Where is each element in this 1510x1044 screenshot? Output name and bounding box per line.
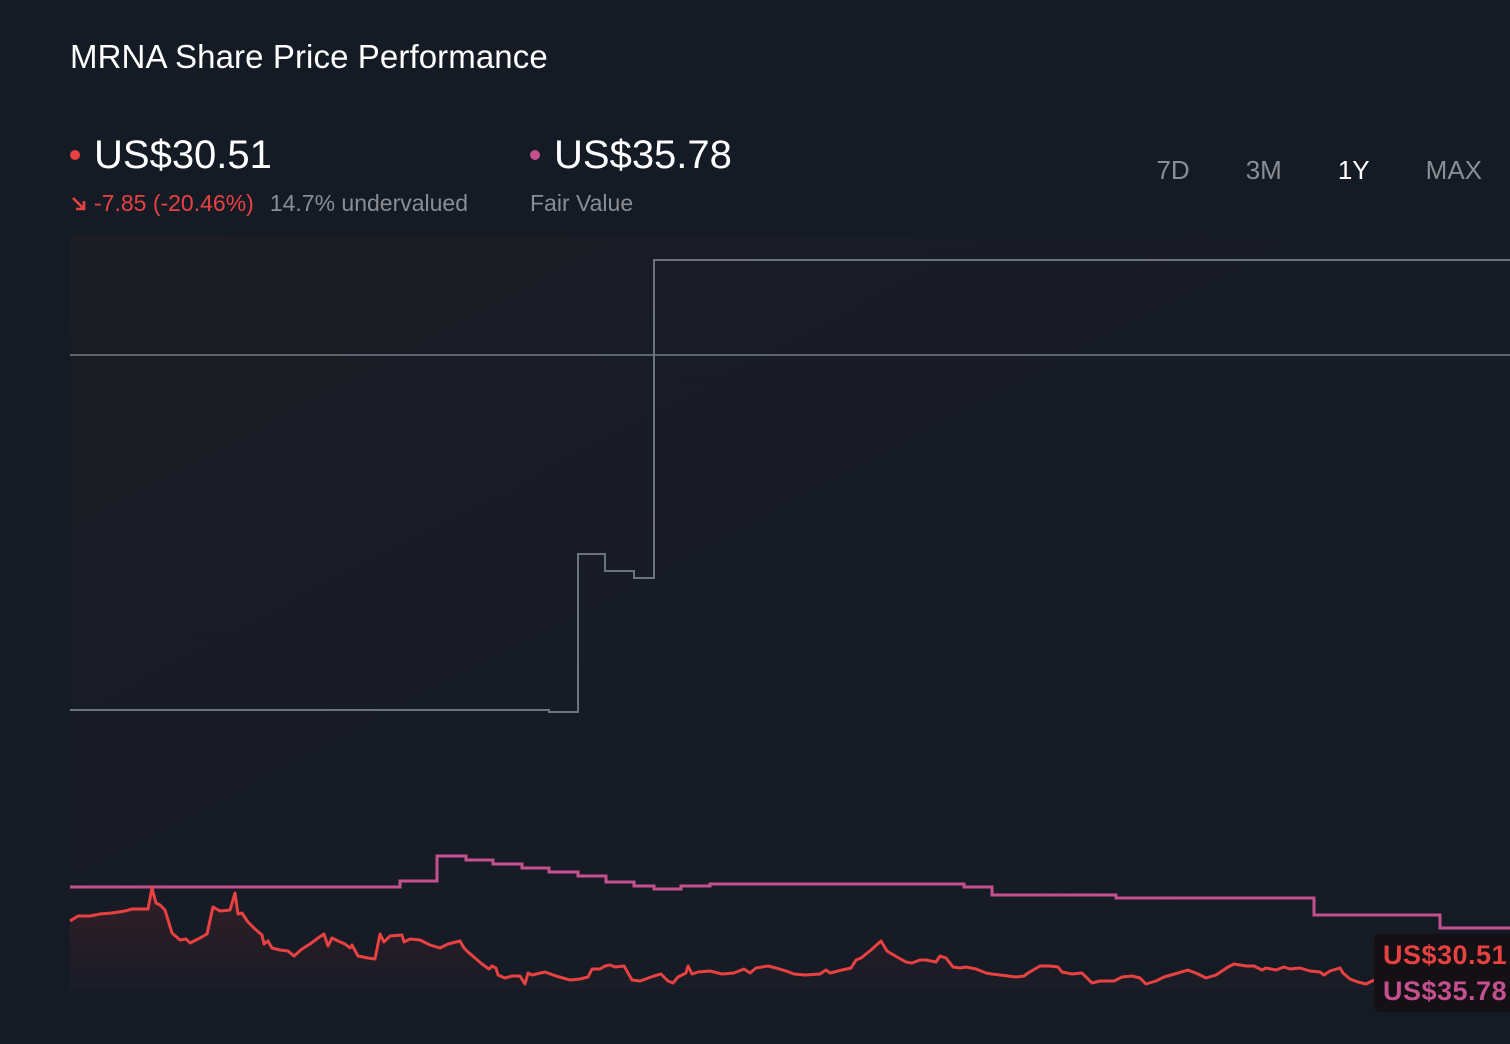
tab-7d[interactable]: 7D xyxy=(1156,155,1190,185)
price-area xyxy=(70,888,1374,990)
chart-plot-area xyxy=(70,235,1510,990)
analyst-target-line xyxy=(70,259,1510,713)
fair-value-legend-dot xyxy=(530,150,540,160)
share-price-line xyxy=(69,886,1375,986)
fair-value-label: Fair Value xyxy=(530,190,634,216)
fair-value-line xyxy=(70,854,1510,930)
price-summary: US$30.51 -7.85 (-20.46%) 14.7% undervalu… xyxy=(70,130,468,217)
price-change: -7.85 (-20.46%) xyxy=(70,190,254,217)
tab-max[interactable]: MAX xyxy=(1425,155,1482,185)
fair-value-end-label: US$35.78 xyxy=(1383,976,1508,1006)
page-title: MRNA Share Price Performance xyxy=(70,38,548,75)
price-end-label: US$30.51 xyxy=(1383,940,1508,970)
tab-1y[interactable]: 1Y xyxy=(1337,155,1370,185)
price-legend-dot xyxy=(70,150,80,160)
end-value-labels xyxy=(1374,934,1510,1012)
price-change-value: -7.85 (-20.46%) xyxy=(94,190,254,216)
fair-value-summary: US$35.78 Fair Value xyxy=(530,130,732,217)
arrow-down-right-icon xyxy=(72,196,86,210)
tab-3m[interactable]: 3M xyxy=(1245,155,1282,185)
fair-value-price: US$35.78 xyxy=(554,132,732,177)
current-price: US$30.51 xyxy=(94,132,272,177)
period-tabs: 7D 3M 1Y MAX xyxy=(1100,155,1482,186)
valuation-status: 14.7% undervalued xyxy=(269,190,469,216)
